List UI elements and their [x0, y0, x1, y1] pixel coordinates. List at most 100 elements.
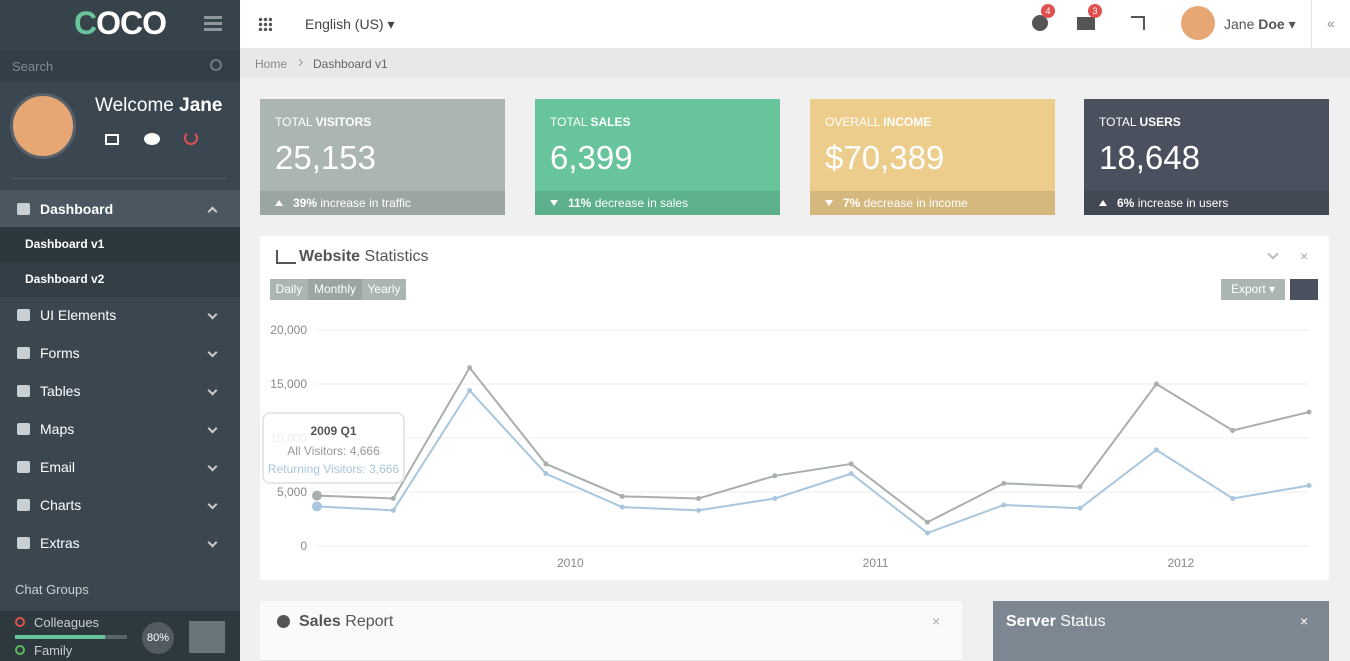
- globe-icon[interactable]: [1032, 15, 1048, 31]
- menu-item[interactable]: Forms: [0, 334, 240, 372]
- data-point: [1077, 505, 1083, 511]
- chevron: [207, 499, 218, 510]
- menu-item[interactable]: Tables: [0, 372, 240, 410]
- menu-icon: [17, 461, 30, 473]
- stat-footer: 39% increase in traffic: [260, 191, 505, 215]
- top-bar: English (US) ▾ 4 3 Jane Doe ▾ «: [240, 0, 1350, 48]
- chat-groups: Colleagues Family 80%: [0, 611, 240, 661]
- export-button[interactable]: Export ▾: [1221, 279, 1285, 300]
- data-point: [848, 461, 854, 467]
- logo[interactable]: COCO: [74, 5, 167, 41]
- tooltip-title: 2009 Q1: [310, 424, 357, 438]
- statistics-panel: Website Statistics × Daily Monthly Yearl…: [260, 236, 1329, 580]
- stat-change: 6% increase in users: [1117, 191, 1228, 215]
- trend-arrow: [825, 200, 833, 206]
- menu-item[interactable]: Charts: [0, 486, 240, 524]
- range-button[interactable]: Monthly: [308, 279, 362, 300]
- x-tick-label: 2011: [863, 556, 889, 570]
- menu-label: Charts: [40, 497, 82, 513]
- stat-prefix: TOTAL: [550, 115, 588, 129]
- stat-label: TOTAL VISITORS: [275, 115, 371, 129]
- close-button[interactable]: ×: [932, 613, 941, 629]
- menu-icon: [17, 203, 30, 215]
- language: English (US): [305, 16, 384, 32]
- menu-item[interactable]: Email: [0, 448, 240, 486]
- series-line: [316, 366, 1310, 524]
- stat-name: VISITORS: [315, 115, 372, 129]
- menu-item[interactable]: Dashboard: [0, 190, 240, 228]
- menu-item[interactable]: UI Elements: [0, 296, 240, 334]
- chat-icon[interactable]: [144, 133, 160, 145]
- data-point: [1001, 480, 1007, 486]
- search-icon: [210, 59, 222, 71]
- chat-group[interactable]: Family: [34, 643, 73, 658]
- progress-bar: [15, 635, 105, 639]
- user-avatar[interactable]: [1181, 6, 1215, 40]
- data-point: [543, 471, 549, 477]
- data-point: [696, 495, 702, 501]
- mail-icon[interactable]: [1077, 17, 1095, 30]
- settings-button[interactable]: [1290, 279, 1318, 300]
- data-point: [1306, 483, 1312, 489]
- fullscreen-icon[interactable]: [1131, 16, 1145, 30]
- menu-item[interactable]: Maps: [0, 410, 240, 448]
- server-status-panel: Server Status ×: [993, 601, 1329, 661]
- stat-change: 11% decrease in sales: [568, 191, 688, 215]
- menu-item[interactable]: Extras: [0, 524, 240, 562]
- stat-value: 6,399: [550, 139, 633, 176]
- inbox-button[interactable]: [189, 621, 225, 653]
- panel-title-rest: Status: [1060, 613, 1106, 630]
- collapse-icon[interactable]: «: [1327, 15, 1335, 31]
- chat-group[interactable]: Colleagues: [34, 615, 100, 630]
- data-point: [1077, 484, 1083, 490]
- user-menu[interactable]: Jane Doe ▾: [1224, 16, 1296, 32]
- data-point: [772, 473, 778, 479]
- panel-icon: [276, 250, 296, 264]
- stat-footer: 11% decrease in sales: [535, 191, 780, 215]
- range-button[interactable]: Yearly: [362, 279, 406, 300]
- data-point: [1230, 427, 1236, 433]
- mail-icon[interactable]: [105, 134, 119, 145]
- range-button[interactable]: Daily: [270, 279, 308, 300]
- menu-label: Forms: [40, 345, 80, 361]
- power-icon[interactable]: [184, 131, 198, 145]
- stat-name: SALES: [590, 115, 631, 129]
- stat-name: USERS: [1139, 115, 1181, 129]
- chart-tooltip: 2009 Q1 All Visitors: 4,666 Returning Vi…: [262, 412, 405, 484]
- stat-prefix: TOTAL: [1099, 115, 1137, 129]
- menu-toggle[interactable]: [204, 16, 222, 19]
- data-point: [312, 501, 322, 512]
- chevron: [207, 347, 218, 358]
- trend-arrow: [550, 200, 558, 206]
- chevron: [207, 537, 218, 548]
- breadcrumb-home[interactable]: Home: [255, 57, 288, 71]
- close-button[interactable]: ×: [1300, 248, 1309, 264]
- panel-title: Website Statistics: [299, 248, 429, 266]
- notification-badge: 4: [1041, 4, 1055, 18]
- search-box[interactable]: Search: [0, 50, 240, 82]
- sidebar: COCO Search Welcome Jane Dashboard Dashbo…: [0, 0, 240, 661]
- panel-title-bold: Server: [1006, 613, 1056, 630]
- data-point: [467, 387, 473, 393]
- data-point: [467, 365, 473, 371]
- menu-label: Extras: [40, 535, 80, 551]
- submenu-item[interactable]: Dashboard v1: [0, 227, 240, 262]
- search-placeholder: Search: [12, 59, 54, 74]
- welcome: Welcome Jane: [95, 95, 222, 117]
- close-button[interactable]: ×: [1300, 613, 1309, 629]
- stat-label: OVERALL INCOME: [825, 115, 931, 129]
- progress-track: [15, 635, 127, 639]
- panel-title-bold: Sales: [299, 613, 341, 630]
- data-point: [848, 471, 854, 477]
- tooltip-line: Returning Visitors: 3,666: [267, 462, 400, 476]
- language-select[interactable]: English (US) ▾: [305, 16, 395, 32]
- export-label: Export: [1230, 282, 1266, 296]
- breadcrumb: Home Dashboard v1: [240, 48, 1350, 78]
- panel-icon: [277, 615, 290, 628]
- apps-icon[interactable]: [258, 17, 272, 31]
- data-point: [543, 461, 549, 467]
- submenu-item[interactable]: Dashboard v2: [0, 262, 240, 297]
- change-value: 39%: [293, 196, 318, 210]
